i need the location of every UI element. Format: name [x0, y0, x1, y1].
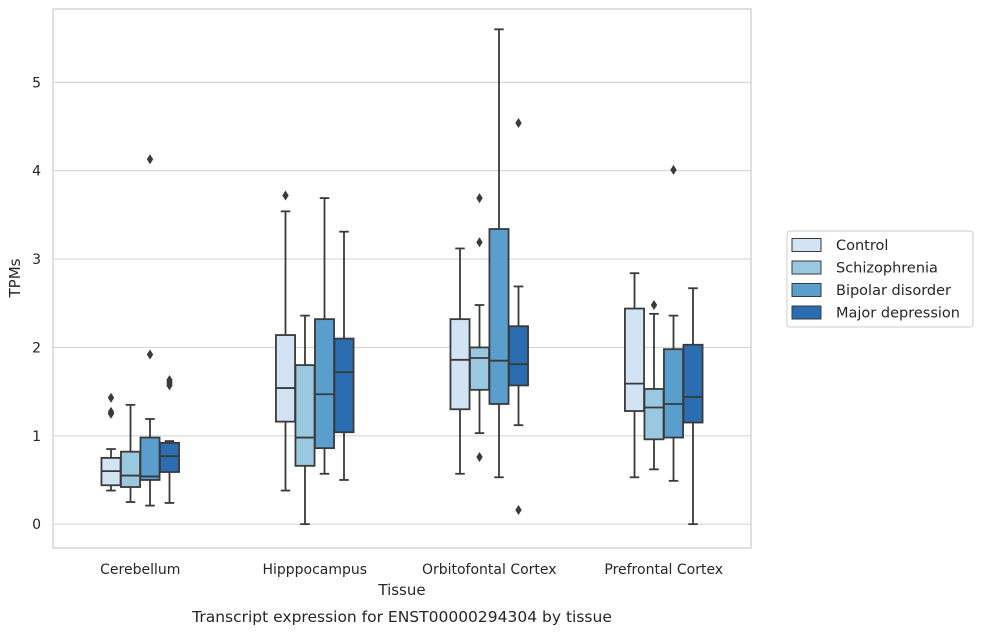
outlier-point — [282, 190, 289, 201]
legend-frame — [786, 230, 974, 328]
outlier-point — [515, 117, 522, 128]
box — [294, 364, 316, 467]
y-tick-label: 4 — [32, 164, 41, 180]
legend-entry: Bipolar disorder — [836, 283, 951, 299]
outlier-point — [476, 451, 483, 462]
y-tick-label: 0 — [32, 517, 41, 533]
box — [643, 388, 665, 441]
plot-frame — [52, 8, 752, 549]
x-tick-label: Prefrontal Cortex — [604, 562, 723, 578]
outlier-point — [670, 164, 677, 175]
x-tick-label: Cerebellum — [100, 562, 180, 578]
outlier-point — [107, 392, 115, 403]
box — [275, 334, 296, 423]
outlier-point — [146, 154, 154, 165]
outlier-point — [650, 300, 658, 311]
gridlines — [53, 81, 751, 525]
legend-swatch — [791, 260, 822, 275]
x-tick-label: Orbitofontal Cortex — [422, 562, 557, 578]
chart-caption: Transcript expression for ENST0000029430… — [191, 608, 612, 626]
box — [624, 307, 645, 412]
outlier-point — [515, 505, 522, 516]
box — [159, 441, 180, 473]
box — [449, 318, 471, 411]
box — [663, 348, 684, 439]
box — [139, 436, 161, 481]
y-tick-label: 1 — [32, 429, 41, 445]
outlier-point — [476, 237, 483, 248]
box — [333, 337, 355, 434]
y-axis-ticks: 0 1 2 3 4 5 — [32, 75, 41, 533]
box — [508, 325, 529, 387]
box — [682, 343, 704, 424]
legend-entry: Schizophrenia — [836, 261, 938, 277]
box — [488, 228, 510, 405]
box-groups — [100, 28, 704, 526]
legend-swatch — [791, 283, 822, 297]
y-tick-label: 5 — [32, 75, 41, 91]
x-axis-ticks: Cerebellum Hipppocampus Orbitofontal Corte… — [100, 562, 723, 578]
box-group — [100, 154, 180, 507]
box-group — [449, 28, 529, 516]
legend-swatch — [791, 238, 822, 252]
box — [469, 346, 490, 391]
legend-swatch — [791, 305, 822, 320]
outlier-point — [166, 375, 173, 386]
x-tick-label: Hipppocampus — [262, 562, 367, 578]
box — [120, 450, 141, 488]
outlier-point — [146, 349, 154, 360]
outlier-point — [476, 193, 483, 204]
y-axis-label: TPMs — [6, 258, 24, 298]
legend-entry: Control — [836, 238, 888, 254]
legend-entry: Major depression — [836, 306, 960, 322]
box-group — [275, 190, 355, 526]
box-group — [624, 164, 704, 526]
y-tick-label: 3 — [32, 252, 41, 268]
legend: Control Schizophrenia Bipolar disorder Majo… — [786, 230, 974, 328]
y-tick-label: 2 — [32, 340, 41, 356]
box — [314, 318, 335, 450]
x-axis-label: Tissue — [377, 581, 425, 599]
outlier-point — [107, 406, 115, 417]
